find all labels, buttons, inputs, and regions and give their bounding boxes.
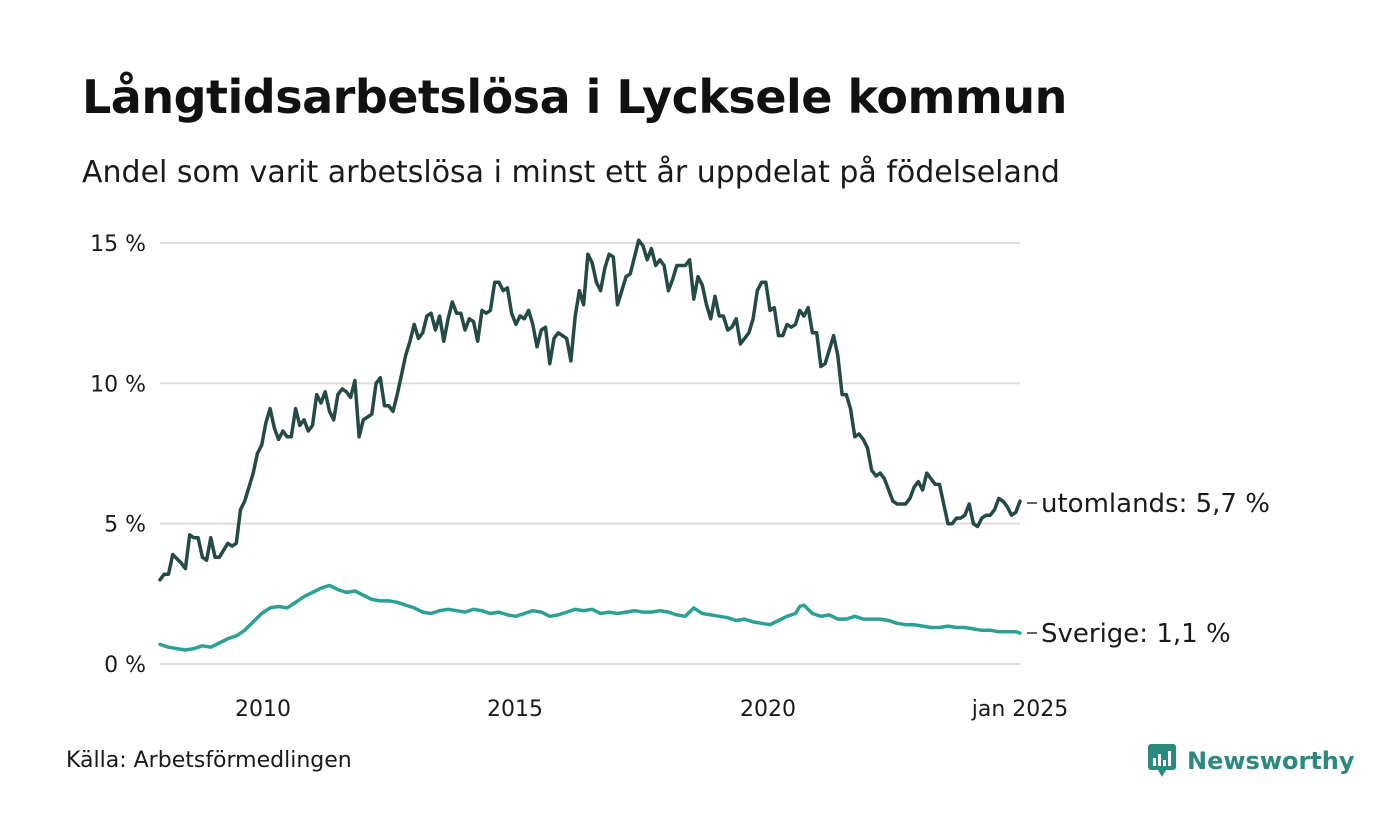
newsworthy-logo-icon: [1148, 744, 1176, 777]
y-tick-label: 5 %: [104, 513, 146, 538]
x-tick-label: jan 2025: [971, 697, 1069, 722]
brand-logo: Newsworthy: [1147, 743, 1355, 779]
series-line-utomlands: [158, 238, 1022, 582]
end-label-sverige: Sverige: 1,1 %: [1041, 619, 1231, 649]
x-tick-label: 2020: [740, 697, 796, 722]
brand-name: Newsworthy: [1187, 747, 1355, 775]
series-line-sverige: [158, 583, 1022, 652]
y-tick-label: 15 %: [90, 232, 146, 257]
x-axis-tick-labels: 2010 2015 2020 jan 2025: [235, 697, 1068, 722]
y-axis-tick-labels: 0 % 5 % 10 % 15 %: [90, 232, 146, 678]
y-tick-label: 0 %: [104, 653, 146, 678]
end-label-utomlands: utomlands: 5,7 %: [1041, 489, 1270, 519]
source-note: Källa: Arbetsförmedlingen: [66, 748, 352, 773]
gridlines: [160, 242, 1020, 665]
x-tick-label: 2015: [487, 697, 543, 722]
chart-subtitle: Andel som varit arbetslösa i minst ett å…: [82, 155, 1060, 190]
chart-title: Långtidsarbetslösa i Lycksele kommun: [82, 70, 1067, 124]
x-tick-label: 2010: [235, 697, 291, 722]
end-labels: utomlands: 5,7 % Sverige: 1,1 %: [1027, 489, 1270, 649]
y-tick-label: 10 %: [90, 372, 146, 397]
series-lines: [158, 238, 1022, 652]
